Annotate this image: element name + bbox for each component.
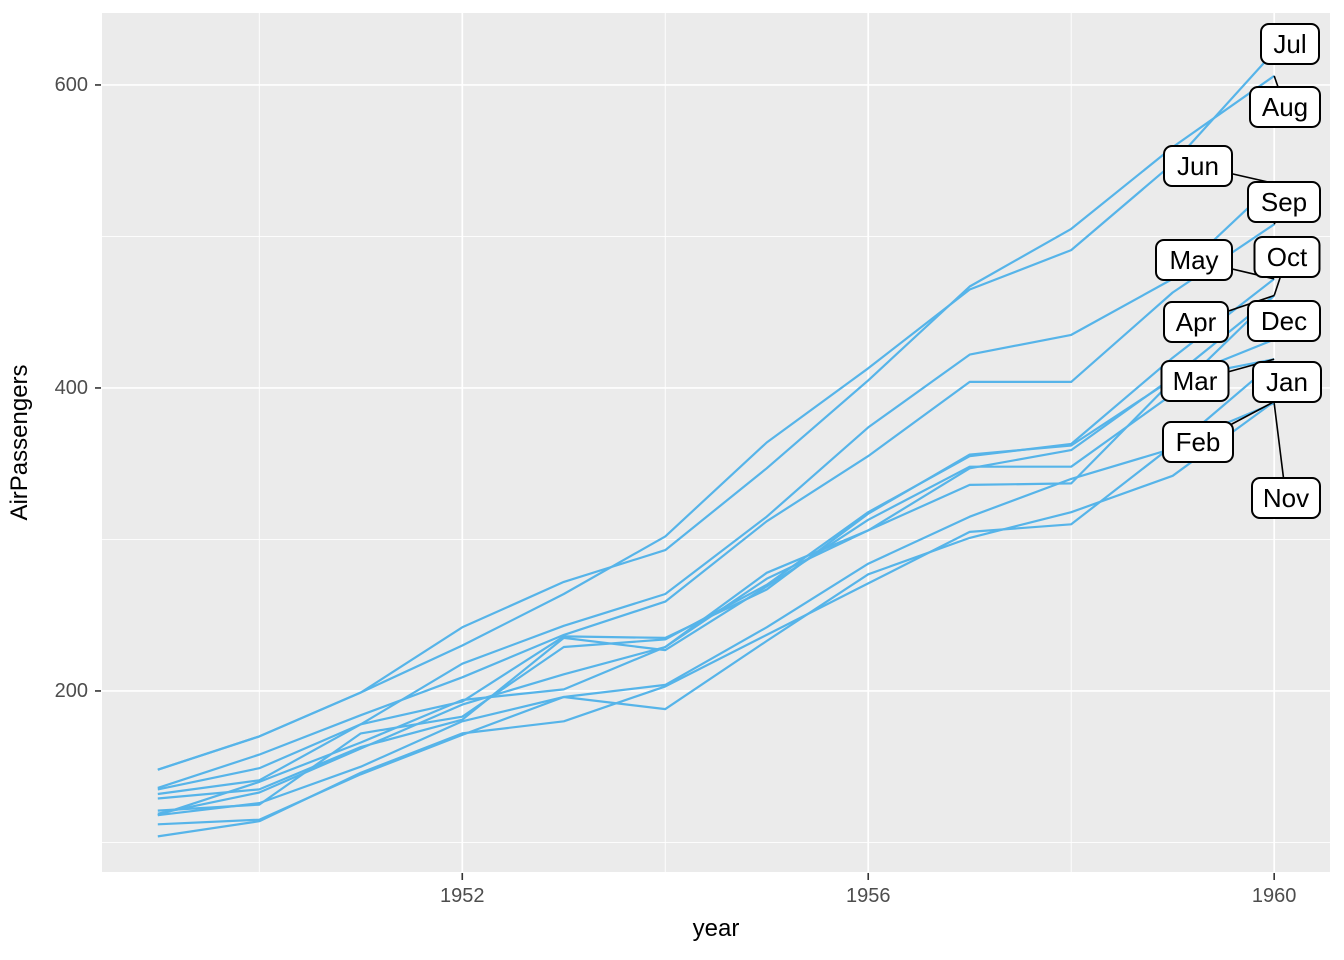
series-line-sep [157, 223, 1275, 789]
month-label-text-apr: Apr [1176, 307, 1217, 337]
month-label-box-aug [1249, 86, 1321, 128]
x-axis-tick-label: 1952 [440, 885, 485, 907]
series-lines [157, 50, 1276, 838]
series-line-jun [157, 182, 1275, 791]
month-label-text-aug: Aug [1262, 92, 1308, 122]
month-label-text-sep: Sep [1261, 187, 1307, 217]
month-label-box-nov [1251, 477, 1321, 519]
month-label-box-sep [1247, 181, 1321, 223]
y-axis-tick-label: 400 [55, 377, 88, 399]
month-label-box-oct [1253, 236, 1321, 278]
x-axis-tick-label: 1956 [846, 885, 891, 907]
series-line-feb [157, 400, 1275, 817]
month-label-text-jun: Jun [1177, 151, 1219, 181]
month-label-text-jul: Jul [1273, 29, 1306, 59]
series-line-dec [157, 338, 1275, 817]
month-label-text-mar: Mar [1173, 366, 1218, 396]
series-line-oct [157, 294, 1275, 815]
month-label-box-apr [1163, 301, 1229, 343]
month-label-text-may: May [1169, 245, 1218, 275]
axes: 200 400 600 1952 1956 1960 year AirPassengers [6, 74, 1296, 942]
month-label-text-dec: Dec [1261, 306, 1307, 336]
major-gridlines [102, 13, 1330, 872]
month-label-text-oct: Oct [1267, 242, 1308, 272]
month-label-text-nov: Nov [1263, 483, 1309, 513]
month-label-box-jul [1260, 23, 1320, 65]
month-label-text-feb: Feb [1176, 427, 1221, 457]
x-axis-title: year [693, 915, 740, 942]
y-axis-tick-label: 200 [55, 680, 88, 702]
month-label-box-jun [1163, 145, 1233, 187]
month-label-box-jan [1252, 361, 1322, 403]
month-label-text-jan: Jan [1266, 367, 1308, 397]
series-line-aug [157, 74, 1275, 771]
x-axis-tick-label: 1960 [1252, 885, 1297, 907]
month-labels: Jul Aug Jun Sep May Oct Apr Dec Mar Jan Feb Nov [1155, 23, 1322, 519]
series-line-nov [157, 402, 1275, 838]
month-label-box-may [1155, 239, 1233, 281]
month-label-box-dec [1247, 300, 1321, 342]
series-line-apr [157, 294, 1275, 800]
minor-gridlines [102, 13, 1330, 872]
y-axis-tick-label: 600 [55, 74, 88, 96]
month-label-box-feb [1162, 421, 1234, 463]
plot-panel [102, 13, 1330, 872]
month-label-box-mar [1160, 360, 1230, 402]
y-axis-title: AirPassengers [6, 364, 33, 520]
